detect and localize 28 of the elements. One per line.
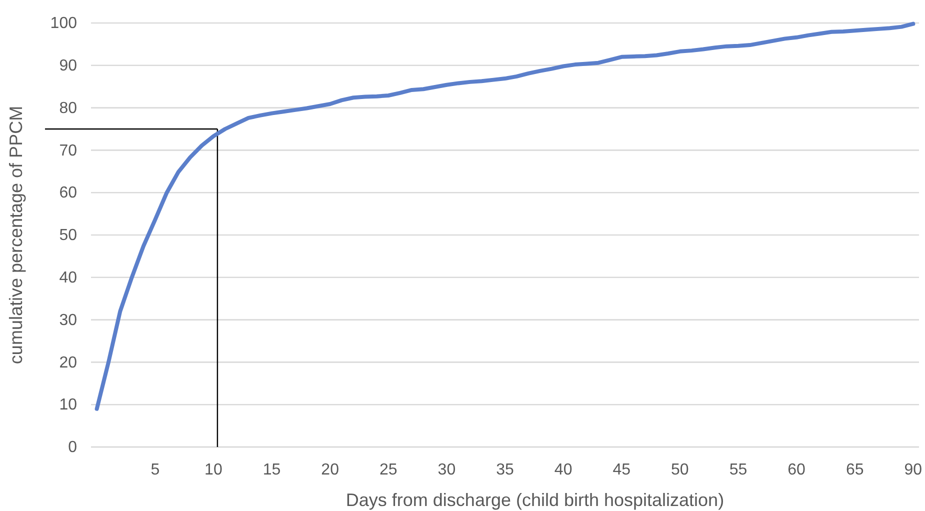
x-tick-label: 50 <box>671 461 689 478</box>
y-tick-label: 90 <box>59 58 78 75</box>
y-tick-label: 60 <box>59 184 78 202</box>
x-tick-label: 35 <box>496 461 514 478</box>
x-tick-label: 65 <box>846 461 864 478</box>
y-tick-label: 70 <box>59 142 78 160</box>
y-tick-label: 20 <box>59 354 78 372</box>
x-tick-label: 25 <box>379 461 398 478</box>
y-tick-label: 10 <box>59 396 78 414</box>
x-tick-label: 60 <box>788 461 806 478</box>
y-tick-label: 100 <box>50 15 78 32</box>
x-tick-label: 30 <box>438 461 456 478</box>
y-tick-label: 30 <box>59 312 78 329</box>
y-tick-label: 0 <box>68 439 78 456</box>
x-tick-label: 20 <box>321 461 340 478</box>
y-axis-title: cumulative percentage of PPCM <box>6 106 26 364</box>
x-axis-title: Days from discharge (child birth hospitalization) <box>346 490 724 510</box>
x-tick-label: 10 <box>204 461 222 478</box>
x-tick-label: 90 <box>904 461 922 478</box>
x-tick-label: 55 <box>729 461 748 478</box>
x-tick-label: 5 <box>150 461 160 478</box>
x-tick-label: 45 <box>612 461 631 478</box>
x-tick-label: 15 <box>262 461 281 478</box>
line-series <box>94 22 916 411</box>
x-tick-label: 40 <box>554 461 572 478</box>
y-tick-label: 50 <box>59 227 78 244</box>
y-tick-label: 80 <box>59 100 78 117</box>
y-tick-label: 40 <box>59 270 78 287</box>
